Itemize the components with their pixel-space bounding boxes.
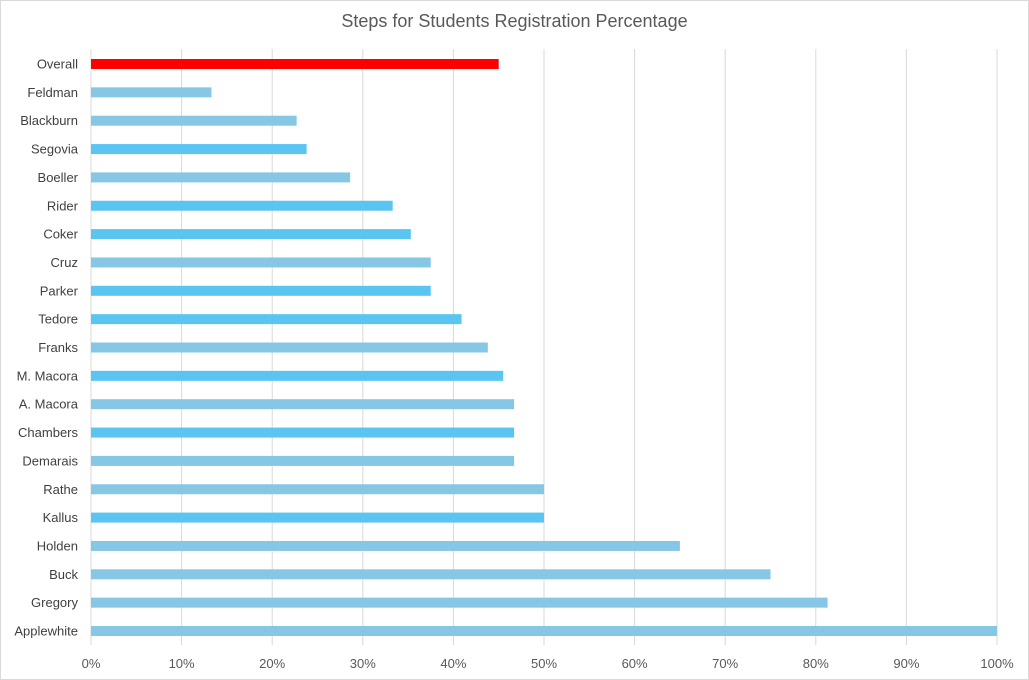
- x-tick-label: 10%: [169, 656, 195, 671]
- x-tick-label: 70%: [712, 656, 738, 671]
- category-labels: Overall Feldman Blackburn Segovia Boeller Rid…: [14, 57, 78, 639]
- x-tick-label: 40%: [440, 656, 466, 671]
- bar-overall: [91, 59, 499, 69]
- bar-applewhite: [91, 626, 997, 636]
- bar-feldman: [91, 87, 212, 98]
- bar-franks: [91, 342, 488, 353]
- category-label: Blackburn: [20, 113, 78, 128]
- chart-title: Steps for Students Registration Percenta…: [341, 11, 688, 31]
- category-label: Applewhite: [14, 624, 78, 639]
- category-label: Franks: [38, 340, 78, 355]
- bar-segovia: [91, 144, 307, 155]
- bar-holden: [91, 540, 680, 551]
- category-label: Demarais: [22, 453, 78, 468]
- category-label: Tedore: [38, 312, 78, 327]
- x-tick-label: 20%: [259, 656, 285, 671]
- x-tick-label: 50%: [531, 656, 557, 671]
- category-label: Feldman: [27, 85, 78, 100]
- bar-chambers: [91, 427, 515, 438]
- x-tick-label: 0%: [82, 656, 101, 671]
- category-label: Coker: [43, 227, 78, 242]
- category-label: A. Macora: [19, 397, 79, 412]
- x-tick-label: 100%: [980, 656, 1014, 671]
- category-label: Gregory: [31, 595, 78, 610]
- category-label: Boeller: [38, 170, 79, 185]
- bar-blackburn: [91, 115, 297, 126]
- bar-demarais: [91, 455, 515, 466]
- x-tick-label: 30%: [350, 656, 376, 671]
- bars: [91, 59, 997, 636]
- bar-rathe: [91, 484, 544, 495]
- category-label: Holden: [37, 538, 78, 553]
- bar-cruz: [91, 257, 431, 268]
- category-label: Chambers: [18, 425, 78, 440]
- x-tick-label: 60%: [622, 656, 648, 671]
- category-label: Cruz: [51, 255, 78, 270]
- bar-m-macora: [91, 370, 504, 381]
- x-tick-label: 90%: [893, 656, 919, 671]
- bar-kallus: [91, 512, 544, 523]
- category-label: Rider: [47, 198, 79, 213]
- category-label: Rathe: [43, 482, 78, 497]
- category-label: Buck: [49, 567, 78, 582]
- bar-coker: [91, 229, 411, 240]
- x-tick-label: 80%: [803, 656, 829, 671]
- x-axis-tick-labels: 0% 10% 20% 30% 40% 50% 60% 70% 80% 90% 100%: [82, 656, 1014, 671]
- bar-boeller: [91, 172, 351, 183]
- category-label: Overall: [37, 57, 78, 72]
- bar-gregory: [91, 597, 828, 608]
- bar-rider: [91, 200, 393, 211]
- bar-parker: [91, 285, 431, 296]
- category-label: Kallus: [43, 510, 79, 525]
- bar-tedore: [91, 314, 462, 325]
- bar-a-macora: [91, 399, 515, 410]
- bar-buck: [91, 569, 771, 580]
- category-label: M. Macora: [17, 368, 79, 383]
- category-label: Segovia: [31, 142, 79, 157]
- category-label: Parker: [40, 283, 79, 298]
